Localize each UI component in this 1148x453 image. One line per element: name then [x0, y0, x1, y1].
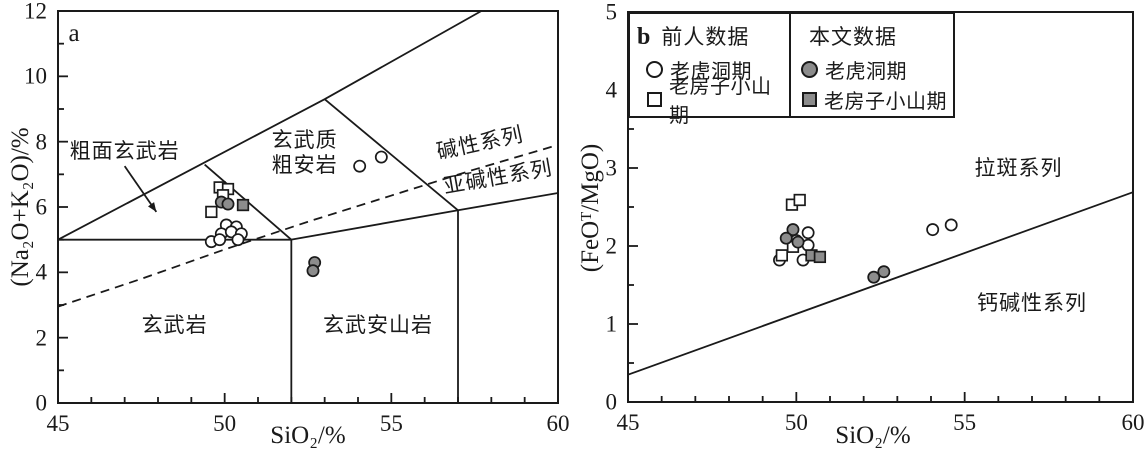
data-point-circle-open — [374, 150, 388, 164]
data-point-square-open — [775, 249, 789, 262]
y-tick-label: 6 — [35, 194, 48, 220]
legend-col-thispaper: 本文数据 老虎洞期 老房子小山期 — [789, 14, 957, 116]
legend-label-prev-laofangzi: 老房子小山期 — [669, 76, 772, 127]
field-label: 粗面玄武岩 — [69, 139, 180, 164]
data-point-circle-open — [353, 159, 367, 173]
x-tick-label: 45 — [616, 410, 640, 435]
y-tick-label: 1 — [605, 311, 618, 337]
y-axis-title-b: (FeOᵀ/MgO) — [577, 143, 604, 273]
field-label: 钙碱性系列 — [977, 290, 1087, 315]
legend-label-prev-laohudong: 老虎洞期 — [670, 60, 752, 83]
data-point-circle-gray — [877, 265, 891, 279]
data-point-circle-open — [801, 226, 815, 240]
x-tick-label: 55 — [953, 410, 977, 435]
filled-circle-icon — [801, 60, 818, 78]
data-point-circle-gray — [221, 197, 235, 211]
y-tick-label: 12 — [24, 0, 47, 24]
data-point-circle-open — [231, 233, 245, 247]
legend-col1-header: 前人数据 — [661, 25, 750, 49]
legend-col2-header: 本文数据 — [809, 25, 897, 49]
legend-label-this-laofangzi: 老房子小山期 — [824, 90, 947, 113]
x-tick-label: 55 — [379, 411, 403, 436]
data-point-square-gray — [236, 198, 250, 212]
x-tick-label: 60 — [1121, 410, 1145, 435]
field-label: 粗安岩 — [271, 152, 338, 177]
data-point-circle-open — [213, 233, 227, 247]
panel-label-a: a — [68, 20, 80, 47]
field-boundary-line — [457, 192, 559, 212]
y-tick-label: 10 — [24, 63, 47, 89]
x-axis-title-b: SiO₂/% — [835, 422, 911, 449]
field-label: 玄武岩 — [141, 312, 208, 337]
field-boundary-line — [324, 98, 459, 211]
field-label: 玄武质 — [271, 127, 338, 152]
legend-box: b 前人数据 老虎洞期 老房子小山期 本文数据 老虎洞期 老房子小山期 — [628, 12, 957, 127]
field-boundary-line — [291, 209, 459, 241]
legend-col-previous: b 前人数据 老虎洞期 老房子小山期 — [630, 14, 789, 127]
y-tick-label: 4 — [35, 259, 48, 285]
alkaline-subalkaline-dashed-line — [57, 144, 559, 308]
data-point-square-gray — [813, 250, 827, 264]
data-point-square-open — [205, 205, 218, 219]
y-tick-label: 3 — [605, 155, 618, 181]
open-square-icon — [647, 91, 662, 107]
data-point-square-open — [793, 193, 806, 207]
y-axis-title-a: (Na₂O+K₂O)/% — [7, 127, 34, 287]
data-point-circle-gray — [867, 270, 881, 284]
filled-square-icon — [802, 91, 817, 107]
panel-label-b: b — [637, 24, 652, 50]
x-tick-label: 50 — [213, 411, 237, 436]
data-point-circle-gray — [306, 264, 320, 278]
annotation-arrowhead — [147, 202, 157, 212]
field-label: 玄武安山岩 — [323, 312, 433, 337]
legend-divider — [789, 14, 791, 116]
field-label: 拉斑系列 — [974, 155, 1063, 180]
x-tick-label: 45 — [46, 411, 70, 436]
data-point-circle-gray — [786, 223, 800, 237]
y-tick-label: 4 — [605, 77, 618, 103]
plot-border-a — [57, 10, 559, 404]
y-tick-label: 2 — [35, 325, 48, 351]
x-axis-title-a: SiO₂/% — [270, 422, 346, 449]
legend-label-this-laohudong: 老虎洞期 — [825, 60, 907, 83]
data-point-circle-open — [926, 223, 940, 237]
data-point-circle-gray — [791, 235, 805, 249]
open-circle-icon — [646, 60, 663, 78]
y-tick-label: 0 — [605, 389, 618, 415]
field-boundary-line — [57, 10, 482, 241]
data-point-circle-open — [944, 218, 958, 232]
y-tick-label: 2 — [605, 233, 618, 259]
data-point-circle-gray — [779, 231, 793, 245]
field-boundary-line — [627, 191, 1134, 376]
x-tick-label: 50 — [784, 410, 808, 435]
y-tick-label: 8 — [35, 129, 48, 155]
x-tick-label: 60 — [546, 411, 570, 436]
y-tick-label: 5 — [605, 0, 618, 25]
y-tick-label: 0 — [35, 390, 48, 416]
